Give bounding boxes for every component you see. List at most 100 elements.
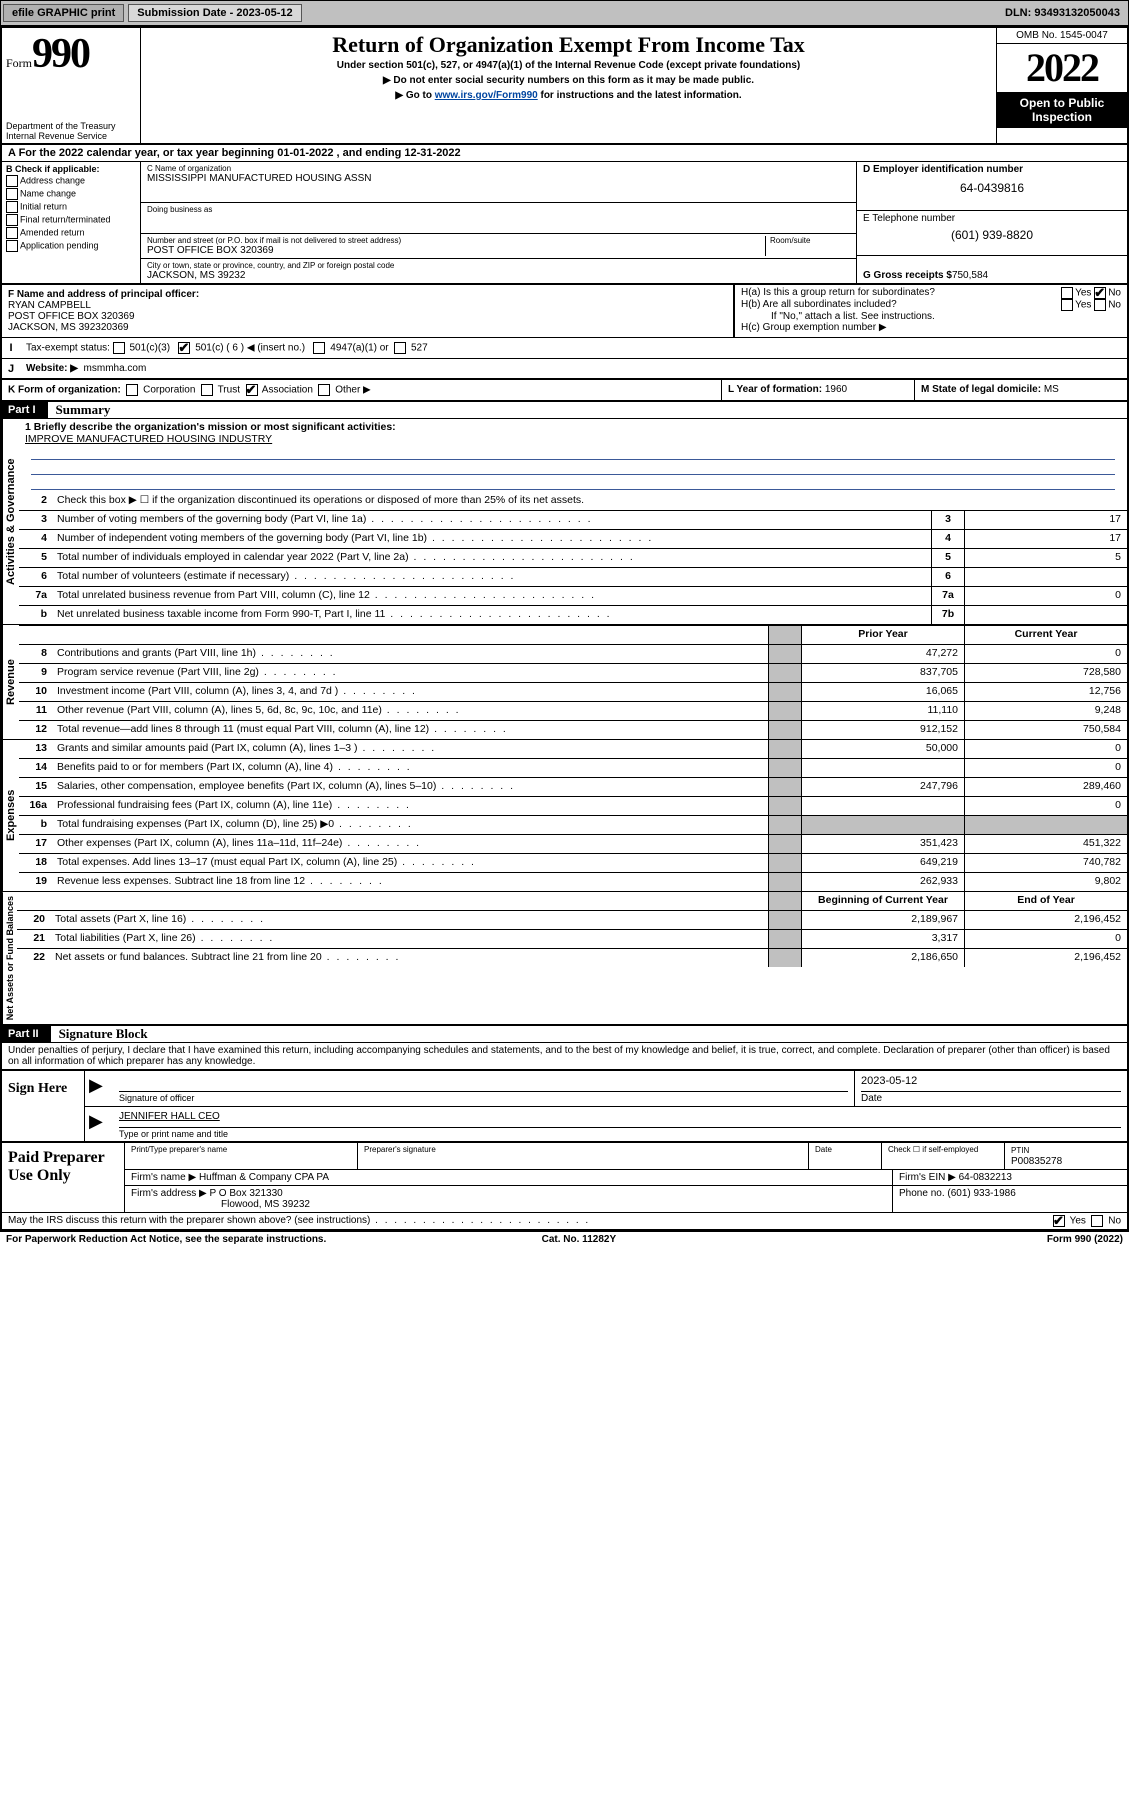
header-left: Form990 Department of the Treasury Inter… (2, 28, 141, 143)
chk-app-pending[interactable] (6, 240, 18, 252)
gov-line-7b: bNet unrelated business taxable income f… (19, 606, 1127, 624)
expenses-block: Expenses 13Grants and similar amounts pa… (2, 740, 1127, 892)
ha-no[interactable] (1094, 287, 1106, 299)
irs-no[interactable] (1091, 1215, 1103, 1227)
hb-yes[interactable] (1061, 299, 1073, 311)
sig-name: JENNIFER HALL CEO (119, 1109, 1121, 1128)
section-a-tax-year: A For the 2022 calendar year, or tax yea… (2, 145, 1127, 162)
page-footer: For Paperwork Reduction Act Notice, see … (0, 1232, 1129, 1247)
mission-label: 1 Briefly describe the organization's mi… (25, 421, 396, 433)
may-irs-text: May the IRS discuss this return with the… (8, 1215, 590, 1227)
chk-4947[interactable] (313, 342, 325, 354)
firm-name-lbl: Firm's name ▶ (131, 1172, 199, 1183)
section-h: H(a) Is this a group return for subordin… (734, 285, 1127, 337)
website-value: msmmha.com (84, 363, 147, 374)
chk-initial-return[interactable] (6, 201, 18, 213)
gov-line-7a: 7aTotal unrelated business revenue from … (19, 587, 1127, 606)
exp-line-19: 19Revenue less expenses. Subtract line 1… (19, 873, 1127, 891)
gov-line-3: 3Number of voting members of the governi… (19, 511, 1127, 530)
form-ref: Form 990 (2022) (1047, 1234, 1123, 1245)
row-i: I Tax-exempt status: 501(c)(3) 501(c) ( … (2, 338, 1127, 359)
secA-pre: A For the 2022 calendar year, or tax yea… (8, 147, 277, 159)
gross-value: 750,584 (952, 270, 988, 281)
ptin: P00835278 (1011, 1156, 1062, 1167)
exp-line-18: 18Total expenses. Add lines 13–17 (must … (19, 854, 1127, 873)
city-state-zip: JACKSON, MS 39232 (147, 270, 850, 281)
exp-line-14: 14Benefits paid to or for members (Part … (19, 759, 1127, 778)
firm-name: Huffman & Company CPA PA (199, 1172, 329, 1183)
submission-date-label: Submission Date - (137, 7, 236, 19)
chk-assoc[interactable] (246, 384, 258, 396)
row-j: J Website: ▶ msmmha.com (2, 359, 1127, 380)
opt-4947: 4947(a)(1) or (330, 343, 388, 354)
website-label: Website: ▶ (26, 363, 78, 374)
irs-link[interactable]: www.irs.gov/Form990 (435, 90, 538, 101)
part-ii-title: Signature Block (51, 1026, 148, 1042)
form-number: 990 (32, 31, 89, 77)
chk-amended[interactable] (6, 227, 18, 239)
omb-number: OMB No. 1545-0047 (997, 28, 1127, 44)
chk-corp[interactable] (126, 384, 138, 396)
ha-yes[interactable] (1061, 287, 1073, 299)
dept-treasury: Department of the Treasury Internal Reve… (6, 121, 116, 141)
rev-line-12: 12Total revenue—add lines 8 through 11 (… (19, 721, 1127, 739)
gross-label: G Gross receipts $ (863, 270, 952, 281)
colB-opt2: Initial return (20, 201, 67, 211)
firm-addr-lbl: Firm's address ▶ (131, 1188, 210, 1199)
opt-501c: 501(c) ( 6 ) ◀ (insert no.) (195, 343, 305, 354)
vert-governance: Activities & Governance (2, 419, 19, 624)
ptin-lbl: PTIN (1011, 1146, 1029, 1155)
col-d-e-g: D Employer identification number 64-0439… (856, 162, 1127, 283)
colB-opt1: Name change (20, 188, 76, 198)
col-c-org-info: C Name of organization MISSISSIPPI MANUF… (141, 162, 856, 283)
exp-line-16a: 16aProfessional fundraising fees (Part I… (19, 797, 1127, 816)
may-irs-discuss: May the IRS discuss this return with the… (2, 1213, 1127, 1230)
sig-officer-label: Signature of officer (119, 1093, 194, 1103)
efile-top-bar: efile GRAPHIC print Submission Date - 20… (0, 0, 1129, 26)
sig-date-label: Date (861, 1093, 882, 1104)
year-formation: 1960 (825, 384, 847, 395)
irs-yes[interactable] (1053, 1215, 1065, 1227)
exp-line-15: 15Salaries, other compensation, employee… (19, 778, 1127, 797)
officer-name: RYAN CAMPBELL (8, 300, 91, 311)
rev-line-9: 9Program service revenue (Part VIII, lin… (19, 664, 1127, 683)
nab-line-22: 22Net assets or fund balances. Subtract … (17, 949, 1127, 967)
chk-501c[interactable] (178, 342, 190, 354)
part-i-header: Part I Summary (2, 402, 1127, 419)
open-to-public: Open to Public Inspection (997, 92, 1127, 128)
colB-opt3: Final return/terminated (20, 214, 111, 224)
exp-line-b: bTotal fundraising expenses (Part IX, co… (19, 816, 1127, 835)
opt-corp: Corporation (143, 385, 195, 396)
chk-other[interactable] (318, 384, 330, 396)
dln-value: 93493132050043 (1034, 7, 1120, 19)
rev-line-11: 11Other revenue (Part VIII, column (A), … (19, 702, 1127, 721)
chk-501c3[interactable] (113, 342, 125, 354)
ein-value: 64-0439816 (863, 181, 1121, 195)
nab-line-21: 21Total liabilities (Part X, line 26)3,3… (17, 930, 1127, 949)
header-info-table: B Check if applicable: Address change Na… (2, 162, 1127, 285)
chk-527[interactable] (394, 342, 406, 354)
officer-label: F Name and address of principal officer: (8, 289, 199, 300)
colB-opt4: Amended return (20, 227, 85, 237)
sub3-pre: Go to (406, 90, 435, 101)
chk-final-return[interactable] (6, 214, 18, 226)
city-label: City or town, state or province, country… (147, 261, 850, 270)
hb-no[interactable] (1094, 299, 1106, 311)
chk-address-change[interactable] (6, 175, 18, 187)
vert-revenue: Revenue (2, 625, 19, 739)
sig-name-label: Type or print name and title (119, 1129, 228, 1139)
tel-label: E Telephone number (863, 213, 1121, 224)
chk-name-change[interactable] (6, 188, 18, 200)
submission-date-box: Submission Date - 2023-05-12 (128, 4, 301, 22)
opt-other: Other ▶ (335, 385, 370, 396)
phone: (601) 933-1986 (947, 1188, 1015, 1199)
rev-line-10: 10Investment income (Part VIII, column (… (19, 683, 1127, 702)
secA-end: 12-31-2022 (404, 147, 460, 159)
row-f-h: F Name and address of principal officer:… (2, 285, 1127, 338)
sign-arrow-icon: ▶ (85, 1071, 113, 1106)
chk-trust[interactable] (201, 384, 213, 396)
form-header: Form990 Department of the Treasury Inter… (2, 28, 1127, 145)
colB-title: B Check if applicable: (6, 164, 100, 174)
form-word: Form (6, 56, 32, 70)
dba-label: Doing business as (147, 205, 850, 214)
